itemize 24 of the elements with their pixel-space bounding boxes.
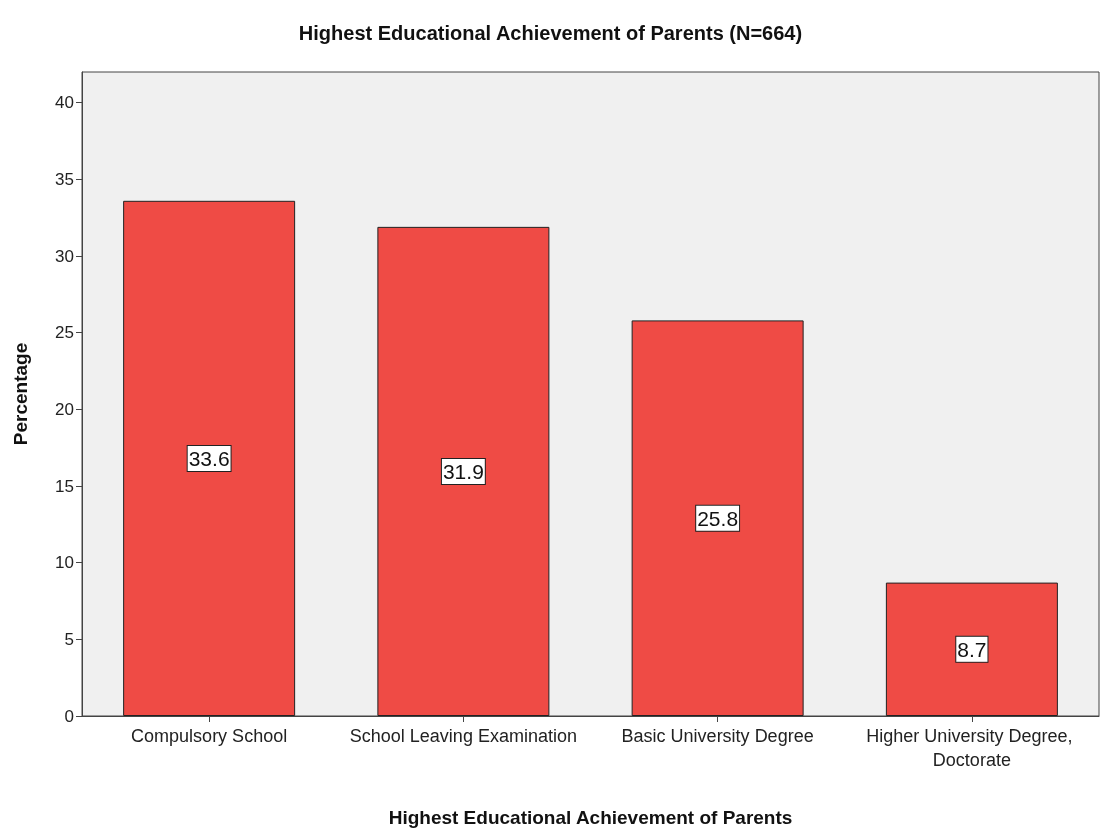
data-label: 33.6 [188,446,230,470]
x-tick-label: Compulsory School [131,726,288,746]
bar [377,226,550,716]
y-tick-label: 35 [55,169,74,189]
x-axis-title: Highest Educational Achievement of Parents [388,807,793,828]
x-tick-label: Higher University Degree, Doctorate [866,726,1078,770]
x-tick-label: School Leaving Examination [349,726,577,746]
chart-title: Highest Educational Achievement of Parents (N=664) [298,22,803,44]
x-tick-label: Basic University Degree [621,726,814,746]
y-tick-label: 10 [55,553,74,573]
y-tick-label: 30 [55,246,74,266]
bar [631,320,804,716]
bar [123,200,296,716]
bar [885,582,1058,716]
y-tick-label: 40 [55,93,74,113]
y-tick-label: 5 [64,629,74,649]
y-axis-title: Percentage [10,342,31,446]
y-tick-label: 20 [55,399,74,419]
data-label: 8.7 [957,637,987,661]
y-tick-label: 25 [55,323,74,343]
data-label: 25.8 [697,506,739,530]
y-tick-label: 0 [64,706,74,726]
data-label: 31.9 [442,459,484,483]
y-tick-label: 15 [55,476,74,496]
